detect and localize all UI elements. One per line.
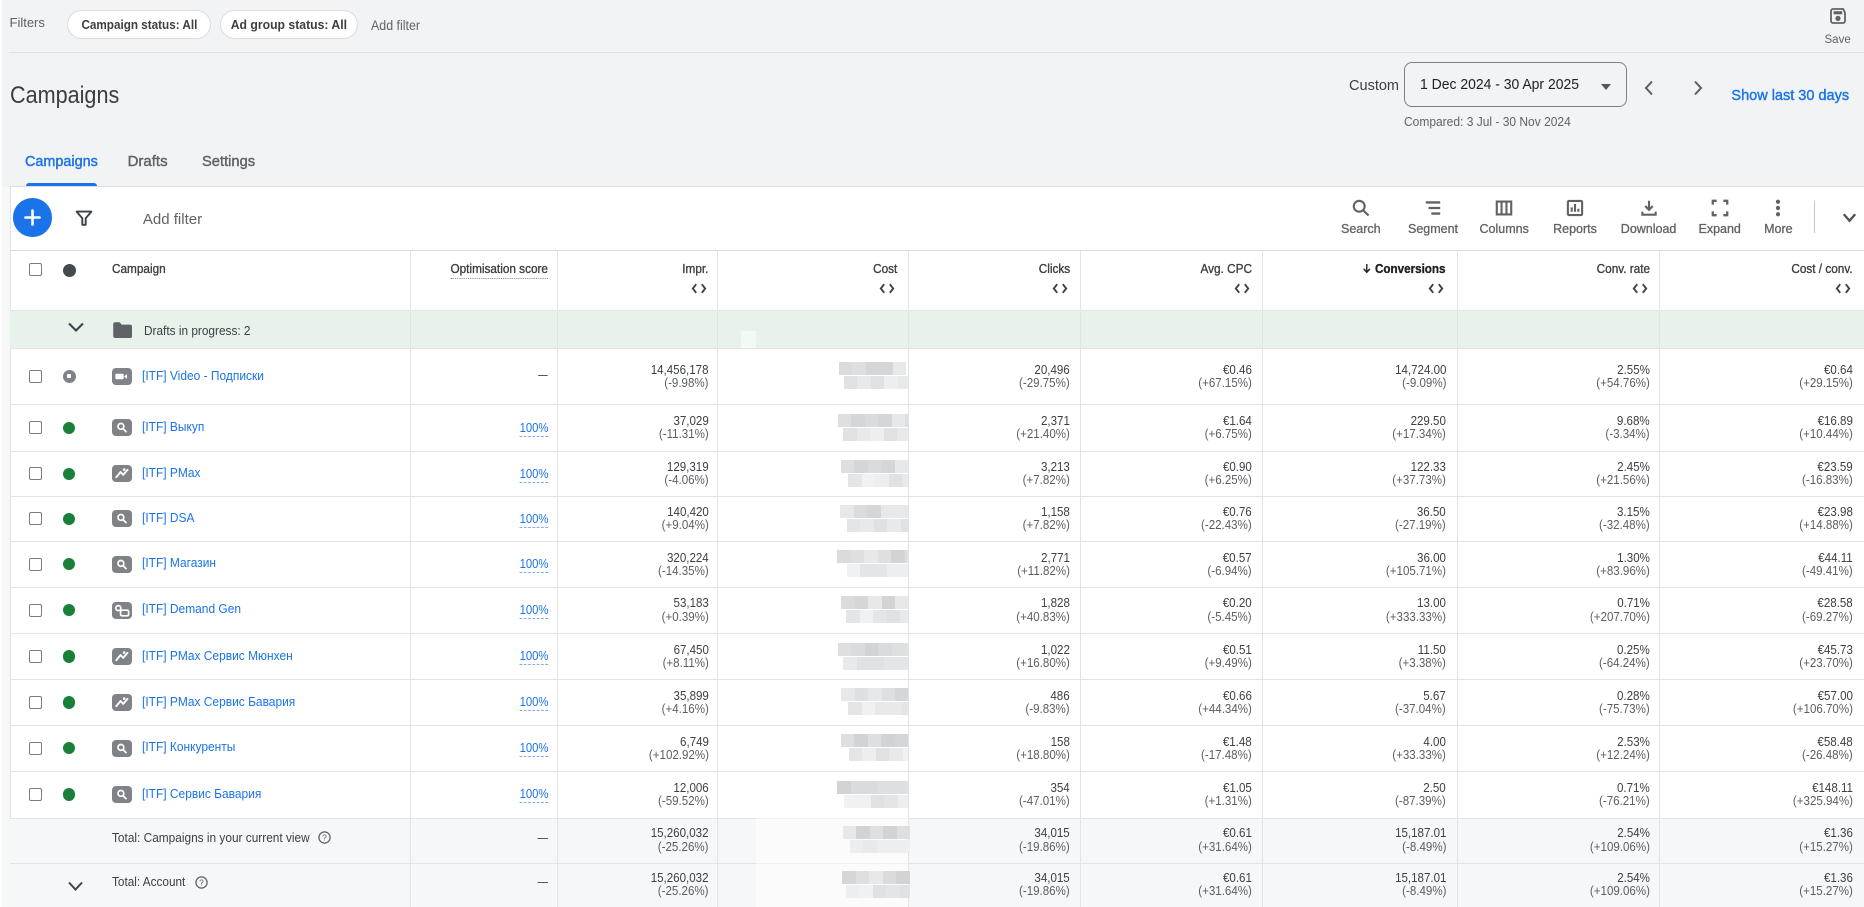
svg-text:?: ? xyxy=(322,832,327,842)
svg-text:?: ? xyxy=(199,877,204,887)
